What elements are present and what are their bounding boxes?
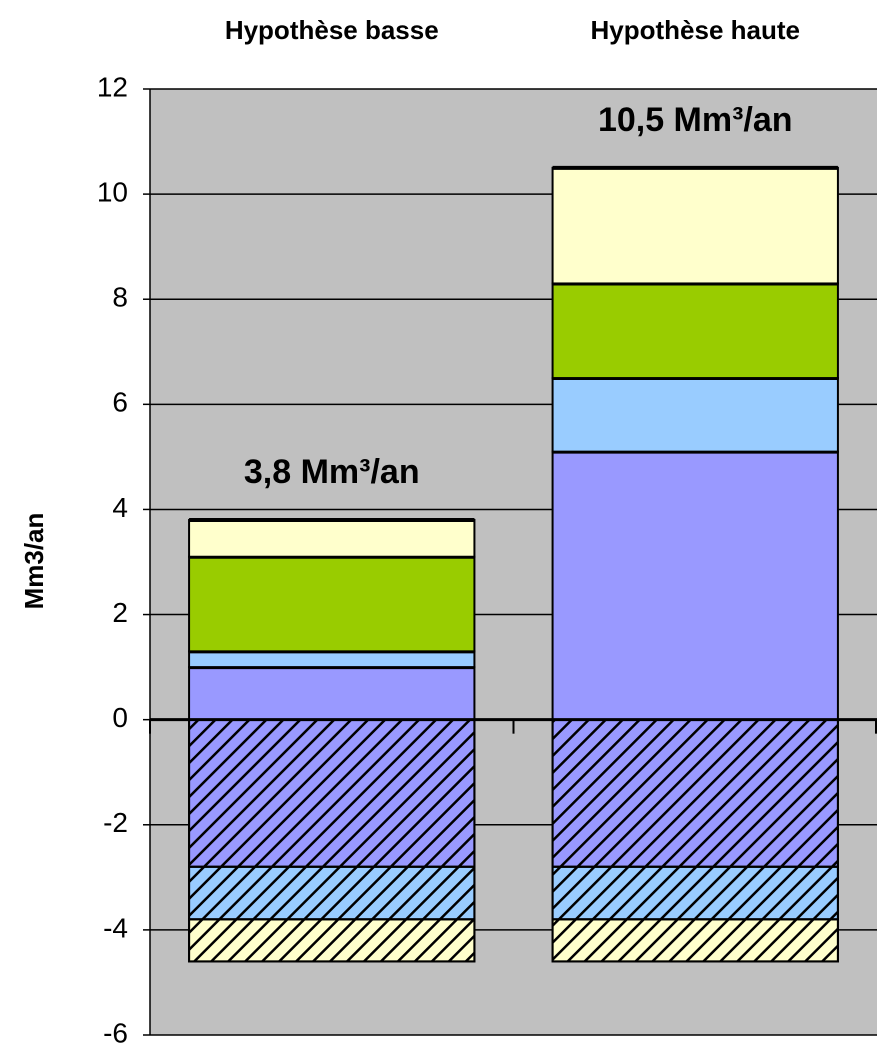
total-label: 10,5 Mm³/an bbox=[598, 101, 793, 139]
y-tick-label: 4 bbox=[112, 492, 128, 523]
bar-segment bbox=[551, 166, 839, 285]
bar-hatch bbox=[551, 865, 839, 921]
y-tick-label: -4 bbox=[103, 912, 128, 943]
bar-hatch bbox=[188, 865, 476, 921]
y-tick-label: -6 bbox=[103, 1017, 128, 1048]
y-tick-label: 8 bbox=[112, 282, 128, 313]
y-tick-label: 2 bbox=[112, 597, 128, 628]
bar-hatch bbox=[188, 918, 476, 963]
bar-hatch bbox=[551, 918, 839, 963]
bar-segment bbox=[551, 450, 839, 721]
bar-segment bbox=[551, 377, 839, 453]
bar-segment bbox=[188, 518, 476, 558]
bar-segment bbox=[188, 666, 476, 721]
bar-segment bbox=[188, 650, 476, 669]
y-tick-label: 6 bbox=[112, 387, 128, 418]
y-tick-label: 10 bbox=[97, 177, 128, 208]
bar-segment bbox=[188, 555, 476, 653]
total-label: 3,8 Mm³/an bbox=[244, 453, 420, 491]
x-category-label: Hypothèse basse bbox=[225, 15, 439, 45]
y-tick-label: 12 bbox=[97, 71, 128, 102]
bar-hatch bbox=[551, 718, 839, 868]
y-tick-label: 0 bbox=[112, 702, 128, 733]
y-axis-title: Mm3/an bbox=[19, 513, 49, 610]
x-category-label: Hypothèse haute bbox=[591, 15, 801, 45]
bar-hatch bbox=[188, 718, 476, 868]
bar-segment bbox=[551, 282, 839, 380]
y-tick-label: -2 bbox=[103, 807, 128, 838]
